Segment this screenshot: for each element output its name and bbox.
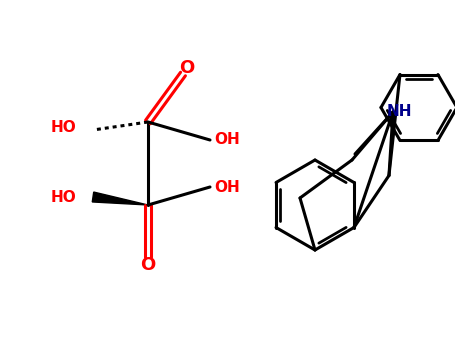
Text: HO: HO <box>50 120 76 135</box>
Text: O: O <box>179 59 195 77</box>
Text: OH: OH <box>214 180 240 195</box>
Text: OH: OH <box>214 133 240 147</box>
Text: HO: HO <box>50 189 76 204</box>
Polygon shape <box>92 192 148 205</box>
Text: NH: NH <box>386 105 412 119</box>
Text: O: O <box>141 256 156 274</box>
